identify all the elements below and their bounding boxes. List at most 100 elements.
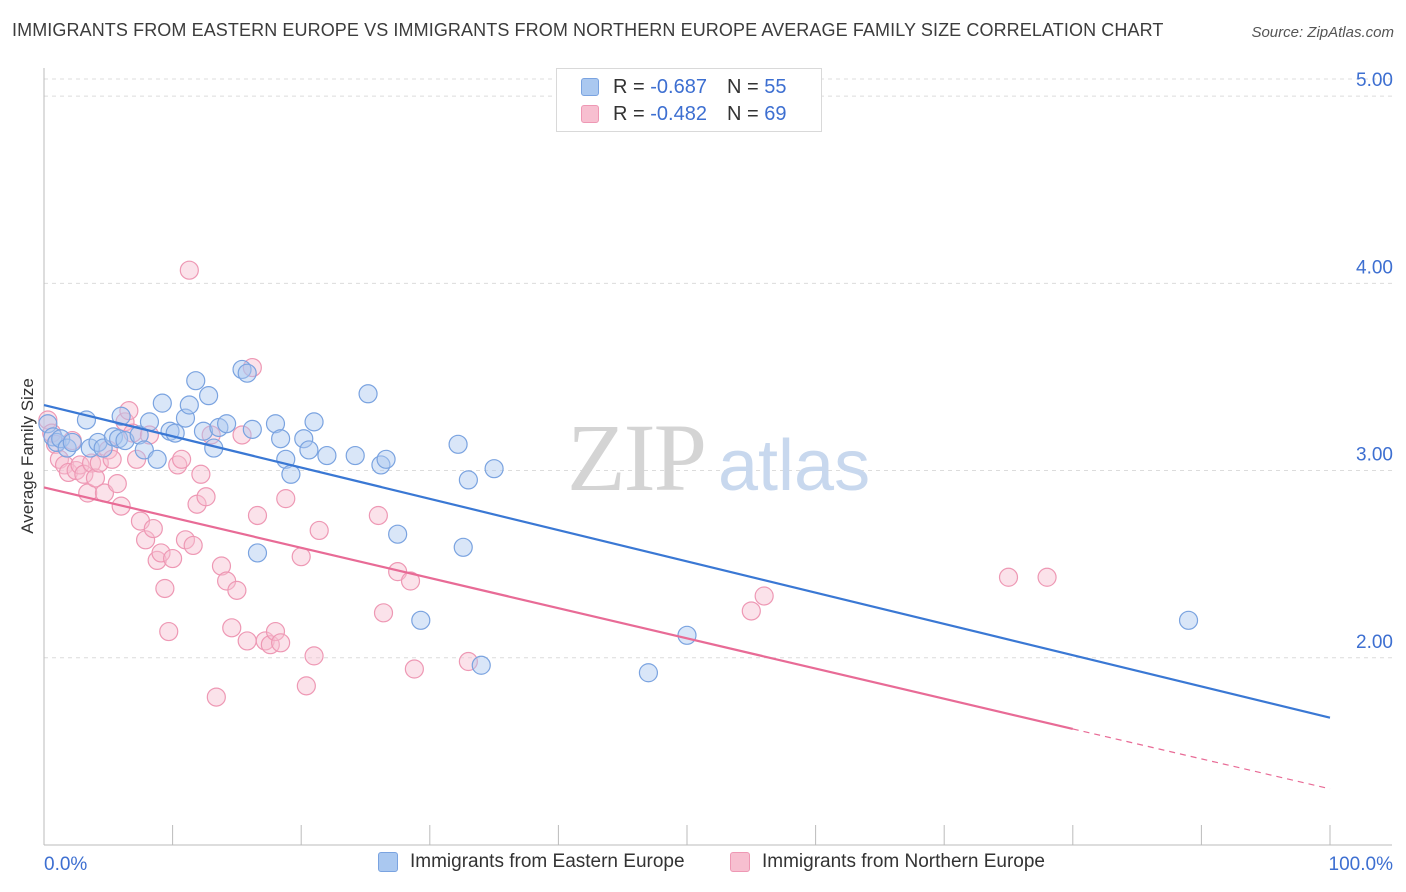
northern-point <box>172 449 192 469</box>
eastern-point <box>484 459 504 479</box>
northern-point <box>135 530 156 550</box>
eastern-point <box>345 445 365 466</box>
northern-point <box>196 487 216 507</box>
northern-point <box>143 518 163 539</box>
northern-point <box>232 425 252 445</box>
eastern-point <box>217 414 237 434</box>
northern-point <box>368 505 388 526</box>
northern-point <box>296 676 316 696</box>
eastern-point <box>115 430 135 451</box>
eastern-point <box>237 363 257 383</box>
correlation-legend: R = -0.687 N = 55 R = -0.482 N = 69 <box>556 68 822 132</box>
eastern-point <box>317 445 337 466</box>
legend-item-northern: Immigrants from Northern Europe <box>730 851 1045 873</box>
northern-point <box>247 505 268 526</box>
northern-point <box>373 603 394 623</box>
eastern-point <box>193 421 214 441</box>
northern-point <box>304 646 324 666</box>
northern-point <box>271 633 291 653</box>
eastern-point <box>448 434 468 454</box>
northern-point <box>458 651 478 672</box>
x-tick-label: 100.0% <box>1329 854 1394 875</box>
northern-point <box>155 578 175 599</box>
y-tick-label: 4.00 <box>1356 257 1393 278</box>
northern-point <box>74 464 94 484</box>
eastern-point <box>677 625 697 645</box>
northern-point <box>159 621 179 642</box>
northern-point <box>81 453 102 473</box>
watermark-atlas: atlas <box>718 426 870 506</box>
eastern-point <box>247 543 268 563</box>
northern-swatch <box>581 105 599 123</box>
n-value-eastern: 55 <box>764 75 787 98</box>
eastern-point <box>271 429 291 449</box>
eastern-point <box>458 470 478 490</box>
eastern-europe-points <box>38 359 1199 683</box>
eastern-trend-line <box>43 403 1331 719</box>
eastern-point <box>371 455 391 475</box>
eastern-legend-swatch <box>378 852 398 872</box>
northern-europe-points <box>38 260 1057 707</box>
eastern-point <box>199 386 219 406</box>
eastern-point <box>294 429 314 449</box>
legend-row-eastern: R = -0.687 N = 55 <box>581 75 786 99</box>
eastern-legend-label: Immigrants from Eastern Europe <box>410 851 685 872</box>
northern-point <box>222 618 242 638</box>
source-credit: Source: ZipAtlas.com <box>1251 24 1394 41</box>
eastern-swatch <box>581 78 599 96</box>
northern-trend-extension <box>1072 728 1331 790</box>
northern-point <box>183 535 203 556</box>
eastern-point <box>299 440 319 460</box>
northern-point <box>404 659 424 679</box>
northern-point <box>998 567 1019 587</box>
y-tick-label: 2.00 <box>1356 632 1393 653</box>
eastern-point <box>179 395 199 415</box>
northern-point <box>400 571 421 591</box>
n-label: N = <box>726 75 759 98</box>
eastern-point <box>62 432 82 453</box>
eastern-point <box>57 438 77 458</box>
eastern-point <box>411 610 431 630</box>
watermark-zip: ZIP <box>567 404 705 511</box>
northern-point <box>1037 567 1057 587</box>
northern-point <box>206 687 226 707</box>
northern-point <box>265 621 286 642</box>
eastern-point <box>265 414 286 434</box>
eastern-point <box>638 663 659 683</box>
northern-point <box>107 474 127 494</box>
n-value-northern: 69 <box>764 102 787 125</box>
y-tick-label: 5.00 <box>1356 70 1393 91</box>
r-label: R = <box>613 75 645 98</box>
eastern-point <box>376 449 396 469</box>
northern-point <box>151 543 171 563</box>
northern-legend-swatch <box>730 852 750 872</box>
northern-point <box>309 520 329 541</box>
northern-point <box>49 449 70 469</box>
legend-row-northern: R = -0.482 N = 69 <box>581 102 786 126</box>
watermark: ZIP atlas <box>567 404 870 511</box>
northern-point <box>163 548 183 569</box>
legend-item-eastern: Immigrants from Eastern Europe <box>378 851 685 873</box>
northern-point <box>89 453 109 473</box>
eastern-point <box>358 384 378 404</box>
eastern-point <box>242 419 262 439</box>
northern-point <box>741 601 761 621</box>
northern-point <box>85 468 106 488</box>
northern-point <box>58 462 79 483</box>
eastern-point <box>1178 610 1199 630</box>
northern-point <box>179 260 199 280</box>
y-tick-label: 3.00 <box>1356 445 1393 466</box>
eastern-point <box>388 524 408 544</box>
axes <box>43 68 1392 846</box>
eastern-point <box>47 432 67 453</box>
eastern-point <box>152 393 172 413</box>
eastern-point <box>304 412 324 432</box>
northern-point <box>227 580 247 600</box>
eastern-point <box>129 425 149 445</box>
eastern-point <box>232 359 252 380</box>
northern-trend-line <box>43 486 1074 730</box>
eastern-point <box>186 371 206 391</box>
r-label: R = <box>613 102 645 125</box>
northern-legend-label: Immigrants from Northern Europe <box>762 851 1045 872</box>
